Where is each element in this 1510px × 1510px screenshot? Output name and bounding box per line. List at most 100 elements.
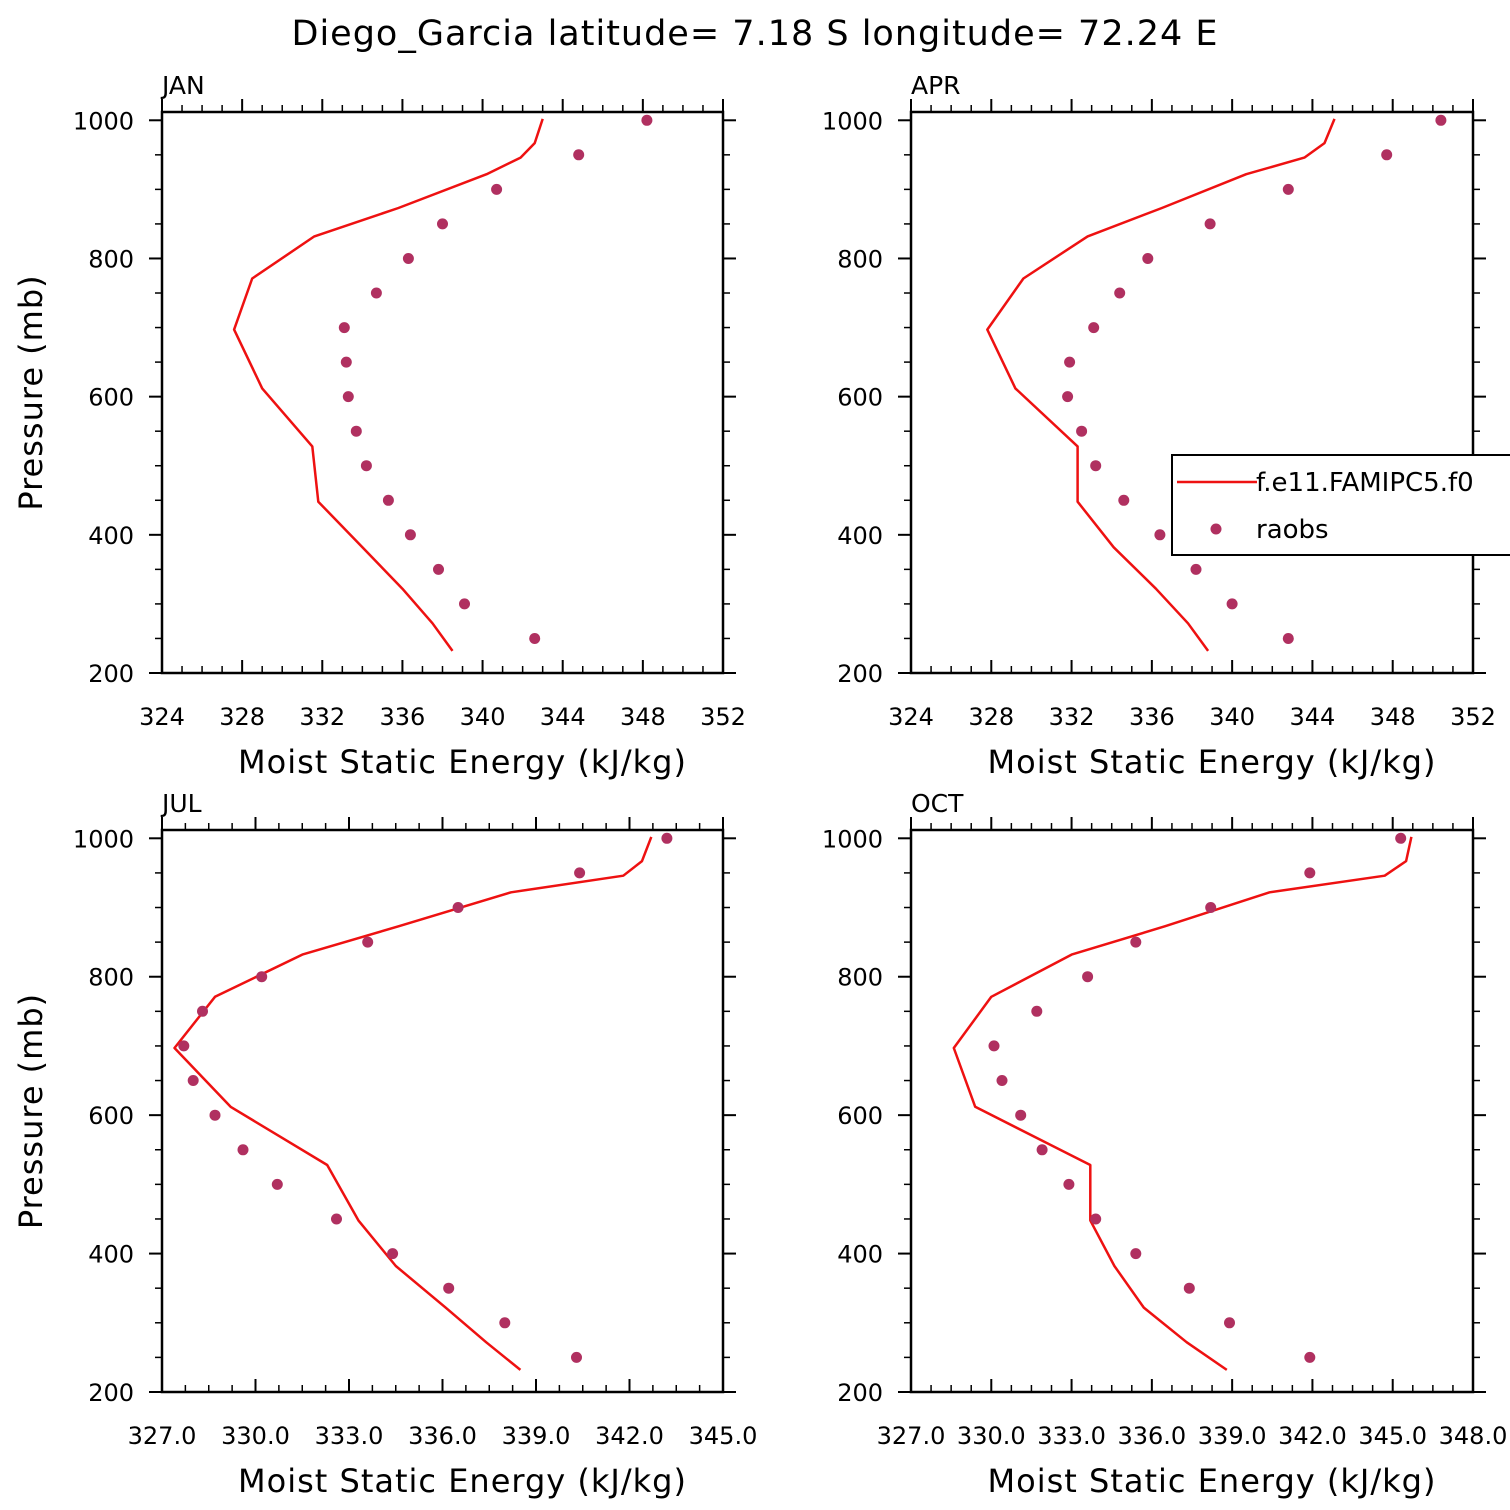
raobs-point-oct (1395, 832, 1407, 844)
raobs-point-jul (574, 867, 586, 879)
y-tick-label: 200 (837, 660, 883, 688)
raobs-point-jul (362, 936, 374, 948)
panel-oct: OCT 327.0 330.0 333.0 336.0 339.0 342.0 345.0 34… (822, 789, 1507, 1500)
panel-jul: JUL 327.0 330.0 333.0 336.0 339.0 342.0 345.0 20… (12, 789, 757, 1500)
raobs-point-jan (459, 598, 470, 610)
raobs-point-jul (178, 1040, 190, 1052)
x-tick-label: 328 (219, 703, 265, 731)
x-tick-label: 336.0 (408, 1422, 477, 1450)
panels: JAN 324 328 332 336 340 344 348 352 200 400 600 800 1… (12, 71, 1507, 1500)
raobs-point-oct (1183, 1282, 1195, 1294)
y-tick-label: 1000 (822, 107, 883, 135)
x-tick-label: 342.0 (595, 1422, 664, 1450)
y-tick-label: 200 (837, 1379, 883, 1407)
model-line-oct (952, 836, 1413, 1371)
x-tick-label: 340 (1209, 703, 1255, 731)
x-tick-label: 345.0 (1358, 1422, 1427, 1450)
legend-label-model: f.e11.FAMIPC5.f0 (1256, 468, 1474, 498)
raobs-point-jan (573, 149, 585, 161)
panel-label-oct: OCT (911, 789, 964, 818)
raobs-point-jan (342, 391, 354, 403)
legend: f.e11.FAMIPC5.f0 raobs (1171, 454, 1510, 556)
raobs-point-oct (1015, 1109, 1027, 1121)
raobs-point-apr (1064, 356, 1076, 368)
panel-label-jan: JAN (160, 71, 205, 100)
raobs-point-apr (1114, 287, 1126, 299)
raobs-point-jan (402, 253, 414, 264)
y-tick-label: 800 (837, 964, 883, 992)
raobs-point-jul (661, 832, 673, 844)
raobs-point-oct (1031, 1005, 1043, 1017)
x-tick-label: 344 (540, 703, 586, 731)
x-tick-label: 330.0 (221, 1422, 290, 1450)
x-axis-label-jul: Moist Static Energy (kJ/kg) (238, 1462, 687, 1500)
x-tick-label: 348 (1370, 703, 1416, 731)
y-tick-label: 1000 (73, 825, 134, 853)
y-tick-label: 1000 (822, 825, 883, 853)
y-tick-label: 800 (88, 964, 134, 992)
y-tick-label: 400 (837, 1241, 883, 1269)
x-tick-label: 330.0 (957, 1422, 1026, 1450)
y-tick-label: 400 (88, 1241, 134, 1269)
x-tick-label: 333.0 (1037, 1422, 1106, 1450)
model-line-apr (986, 118, 1336, 652)
raobs-point-oct (1304, 867, 1316, 879)
panel-label-jul: JUL (160, 789, 202, 818)
raobs-point-jan (370, 287, 382, 299)
x-axis-label-jan: Moist Static Energy (kJ/kg) (238, 743, 687, 781)
y-tick-label: 600 (88, 384, 134, 412)
legend-label-raobs: raobs (1256, 515, 1329, 545)
raobs-point-jul (571, 1351, 582, 1363)
raobs-point-apr (1190, 563, 1202, 575)
raobs-point-oct (1082, 971, 1094, 983)
y-tick-label: 800 (837, 245, 883, 273)
x-tick-label: 336.0 (1117, 1422, 1186, 1450)
raobs-point-oct (1130, 1248, 1142, 1260)
x-tick-label: 348 (620, 703, 666, 731)
x-tick-label: 342.0 (1278, 1422, 1347, 1450)
raobs-point-apr (1118, 494, 1130, 506)
x-axis-label-apr: Moist Static Energy (kJ/kg) (988, 743, 1437, 781)
legend-raobs-marker-swatch (1210, 523, 1222, 535)
raobs-point-jul (443, 1282, 455, 1294)
raobs-point-jan (641, 114, 653, 126)
y-tick-label: 600 (837, 1102, 883, 1130)
model-line-jul (173, 836, 653, 1371)
raobs-point-oct (1063, 1178, 1075, 1190)
x-tick-label: 344 (1290, 703, 1336, 731)
x-tick-label: 324 (139, 703, 185, 731)
panel-label-apr: APR (911, 71, 961, 100)
raobs-point-oct (988, 1040, 1000, 1052)
x-tick-label: 327.0 (128, 1422, 197, 1450)
raobs-point-apr (1062, 391, 1074, 403)
raobs-point-jan (382, 494, 394, 506)
y-tick-label: 200 (88, 660, 134, 688)
raobs-point-jan (404, 529, 416, 541)
raobs-point-oct (1205, 902, 1217, 913)
x-tick-label: 333.0 (315, 1422, 384, 1450)
raobs-point-apr (1142, 253, 1154, 264)
y-tick-label: 800 (88, 245, 134, 273)
y-tick-label: 400 (88, 522, 134, 550)
x-tick-label: 352 (1450, 703, 1496, 731)
panel-jan: JAN 324 328 332 336 340 344 348 352 200 400 600 800 1… (12, 71, 746, 781)
raobs-point-oct (1224, 1317, 1235, 1329)
x-tick-label: 336 (1129, 703, 1175, 731)
y-tick-label: 600 (837, 384, 883, 412)
raobs-point-jan (433, 563, 444, 575)
x-tick-label: 352 (700, 703, 746, 731)
raobs-point-apr (1435, 114, 1447, 126)
raobs-point-apr (1088, 322, 1100, 334)
y-tick-label: 400 (837, 522, 883, 550)
raobs-point-apr (1090, 460, 1102, 472)
x-tick-label: 340 (460, 703, 506, 731)
raobs-point-oct (1036, 1144, 1048, 1156)
raobs-point-apr (1204, 218, 1216, 230)
raobs-point-jan (437, 218, 448, 230)
x-tick-label: 336 (380, 703, 426, 731)
raobs-point-apr (1282, 633, 1294, 644)
legend-box (1171, 454, 1510, 556)
x-tick-label: 332 (1049, 703, 1095, 731)
y-tick-label: 1000 (73, 107, 134, 135)
